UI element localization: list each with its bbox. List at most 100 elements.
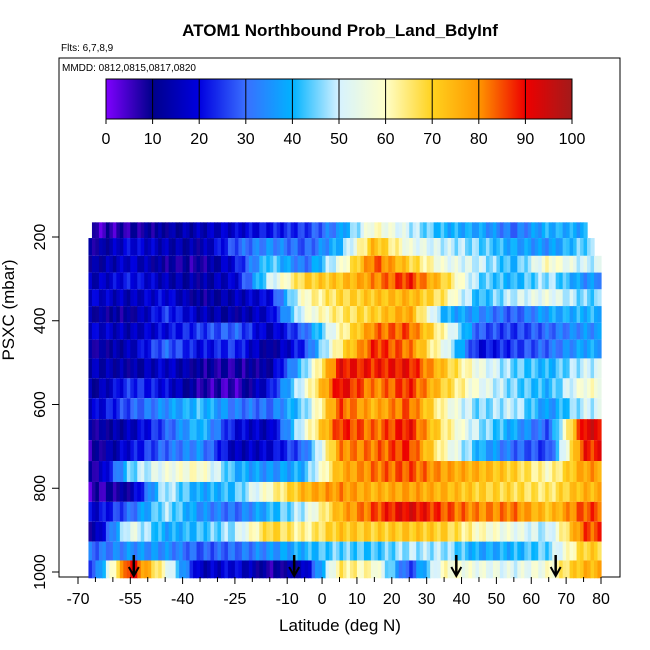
heatmap-cell — [112, 560, 117, 579]
heatmap-cell — [308, 322, 313, 340]
heatmap-cell — [353, 222, 358, 239]
heatmap-cell — [287, 481, 292, 502]
heatmap-cell — [220, 481, 226, 502]
heatmap-cell — [356, 289, 362, 307]
heatmap-cell — [447, 306, 452, 323]
heatmap-cell — [189, 560, 194, 579]
heatmap-cell — [220, 521, 226, 542]
heatmap-cell — [513, 306, 518, 323]
heatmap-cell — [548, 461, 553, 482]
heatmap-cell — [273, 378, 278, 399]
heatmap-cell — [283, 306, 288, 323]
heatmap-cell — [475, 339, 480, 359]
heatmap-cell — [318, 378, 323, 399]
heatmap-cell — [559, 272, 564, 290]
heatmap-cell — [405, 521, 410, 542]
heatmap-cell — [576, 255, 581, 273]
heatmap-cell — [524, 440, 529, 462]
heatmap-cell — [196, 255, 201, 273]
dates-label: MMDD: 0812,0815,0817,0820 — [62, 63, 196, 74]
heatmap-cell — [339, 339, 344, 359]
heatmap-cell — [147, 306, 152, 323]
heatmap-cell — [203, 398, 208, 420]
heatmap-cell — [566, 541, 571, 561]
heatmap-cell — [437, 222, 442, 239]
colorbar-tick-label: 90 — [517, 131, 535, 148]
heatmap-cell — [447, 222, 452, 239]
heatmap-cell — [478, 306, 484, 323]
heatmap-cell — [336, 322, 341, 340]
heatmap-cell — [409, 255, 414, 273]
heatmap-cell — [520, 521, 525, 542]
heatmap-cell — [367, 419, 372, 441]
heatmap-cell — [200, 481, 205, 502]
heatmap-cell — [147, 501, 152, 522]
heatmap-cell — [210, 461, 215, 482]
heatmap-cell — [126, 238, 131, 256]
heatmap-cell — [308, 541, 313, 561]
heatmap-cell — [349, 481, 355, 502]
heatmap-cell — [433, 306, 438, 323]
heatmap-cell — [569, 398, 574, 420]
heatmap-cell — [269, 238, 274, 256]
heatmap-cell — [426, 255, 431, 273]
heatmap-cell — [356, 521, 362, 542]
heatmap-cell — [353, 289, 358, 307]
heatmap-cell — [395, 255, 400, 273]
heatmap-cell — [524, 378, 529, 399]
heatmap-cell — [423, 481, 428, 502]
heatmap-cell — [161, 501, 166, 522]
heatmap-cell — [360, 339, 365, 359]
heatmap-cell — [492, 222, 497, 239]
heatmap-cell — [175, 272, 180, 290]
heatmap-cell — [200, 322, 205, 340]
heatmap-cell — [468, 255, 473, 273]
heatmap-cell — [133, 339, 138, 359]
heatmap-cell — [381, 461, 386, 482]
heatmap-cell — [116, 358, 121, 379]
heatmap-cell — [367, 521, 372, 542]
heatmap-cell — [444, 289, 449, 307]
heatmap-cell — [405, 222, 410, 239]
heatmap-cell — [248, 419, 253, 441]
heatmap-cell — [276, 521, 281, 542]
heatmap-cell — [430, 419, 435, 441]
heatmap-cell — [489, 541, 494, 561]
heatmap-cell — [499, 541, 504, 561]
heatmap-cell — [496, 272, 501, 290]
heatmap-cell — [88, 541, 93, 561]
heatmap-cell — [416, 521, 421, 542]
heatmap-cell — [280, 461, 285, 482]
heatmap-cell — [231, 461, 236, 482]
heatmap-cell — [545, 272, 550, 290]
heatmap-cell — [367, 440, 372, 462]
heatmap-cell — [513, 461, 518, 482]
heatmap-cell — [147, 541, 152, 561]
heatmap-cell — [412, 322, 417, 340]
heatmap-cell — [144, 541, 149, 561]
heatmap-cell — [252, 461, 257, 482]
heatmap-cell — [294, 289, 299, 307]
heatmap-cell — [297, 322, 302, 340]
heatmap-cell — [266, 255, 271, 273]
heatmap-cell — [318, 339, 323, 359]
heatmap-cell — [280, 440, 285, 462]
heatmap-cell — [517, 378, 522, 399]
heatmap-cell — [266, 541, 271, 561]
heatmap-cell — [203, 501, 208, 522]
heatmap-cell — [384, 306, 389, 323]
heatmap-cell — [384, 440, 389, 462]
heatmap-cell — [161, 272, 166, 290]
heatmap-cell — [534, 306, 539, 323]
heatmap-cell — [527, 560, 532, 579]
heatmap-cell — [534, 481, 539, 502]
heatmap-cell — [440, 289, 445, 307]
heatmap-cell — [339, 541, 344, 561]
heatmap-cell — [444, 560, 449, 579]
heatmap-cell — [583, 238, 588, 256]
heatmap-cell — [168, 289, 173, 307]
heatmap-cell — [346, 358, 351, 379]
heatmap-cell — [336, 289, 341, 307]
heatmap-cell — [276, 560, 281, 579]
heatmap-cell — [245, 398, 250, 420]
